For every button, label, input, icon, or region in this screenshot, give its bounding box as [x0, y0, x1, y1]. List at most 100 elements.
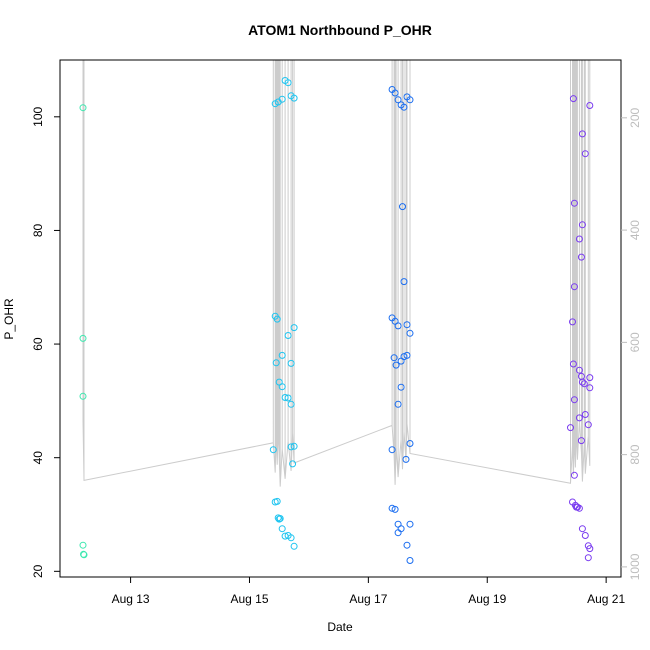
- data-point: [569, 95, 577, 103]
- secondary-y-tick-label: 600: [628, 332, 642, 352]
- data-point: [578, 221, 586, 229]
- data-point: [403, 351, 411, 359]
- y-tick-label: 40: [31, 451, 45, 465]
- data-point: [394, 96, 402, 104]
- x-tick-label: Aug 17: [349, 592, 387, 606]
- data-point: [269, 446, 277, 454]
- y-axis: 20 40 60 80 100: [31, 106, 60, 578]
- data-point: [575, 414, 583, 422]
- data-point: [586, 102, 594, 109]
- data-point: [290, 442, 298, 450]
- data-point: [290, 324, 298, 332]
- data-point: [584, 421, 592, 429]
- data-point: [284, 394, 292, 402]
- data-point: [79, 104, 87, 112]
- y-tick-label: 80: [31, 223, 45, 237]
- data-point: [406, 520, 414, 528]
- data-point: [80, 551, 88, 559]
- data-point: [406, 329, 414, 337]
- data-point: [586, 374, 594, 382]
- secondary-y-tick-label: 400: [628, 220, 642, 240]
- secondary-y-tick-label: 200: [628, 107, 642, 127]
- data-point: [388, 446, 396, 454]
- data-point: [394, 529, 402, 537]
- data-point: [577, 437, 585, 445]
- data-point: [391, 89, 399, 97]
- y-axis-label: P_OHR: [2, 298, 16, 340]
- data-point: [570, 199, 578, 207]
- data-point: [406, 557, 414, 564]
- data-point: [581, 532, 589, 539]
- data-point: [400, 278, 408, 286]
- x-tick-label: Aug 19: [468, 592, 506, 606]
- data-point: [570, 471, 578, 479]
- secondary-y-tick-label: 800: [628, 444, 642, 464]
- data-point: [399, 203, 406, 211]
- data-point: [273, 315, 281, 323]
- data-point: [390, 354, 398, 362]
- secondary-y-axis: 200 400 600 800 1000: [621, 107, 642, 580]
- data-point: [392, 361, 400, 369]
- data-point: [391, 505, 399, 513]
- data-point: [278, 525, 286, 533]
- data-point: [586, 545, 594, 553]
- data-point: [281, 394, 289, 401]
- profile-lines: [82, 60, 591, 487]
- data-point: [578, 525, 586, 533]
- data-point: [402, 455, 410, 463]
- plot-frame: [59, 59, 622, 578]
- chart-title: ATOM1 Northbound P_OHR: [248, 22, 432, 38]
- data-point: [287, 359, 295, 367]
- data-point: [397, 383, 405, 391]
- data-point: [569, 360, 577, 368]
- x-tick-label: Aug 13: [112, 592, 150, 606]
- x-axis-label: Date: [327, 620, 353, 634]
- data-point: [287, 400, 295, 408]
- data-point: [406, 96, 414, 104]
- data-point: [287, 443, 295, 451]
- data-point: [567, 424, 574, 432]
- data-point: [394, 322, 402, 330]
- data-point: [403, 541, 411, 549]
- data-point: [278, 351, 286, 359]
- y-tick-label: 20: [31, 564, 45, 578]
- data-point: [278, 383, 286, 391]
- data-point: [569, 318, 576, 326]
- data-point: [581, 150, 589, 158]
- data-point: [577, 253, 585, 261]
- data-point: [290, 94, 298, 102]
- data-point: [570, 283, 578, 291]
- data-point: [403, 321, 411, 329]
- data-point: [575, 366, 583, 374]
- y-tick-label: 100: [31, 106, 45, 126]
- data-point: [394, 400, 402, 408]
- data-point: [284, 332, 292, 339]
- data-point: [388, 504, 396, 512]
- data-point: [273, 497, 281, 505]
- data-point: [570, 396, 578, 404]
- data-point: [580, 380, 588, 388]
- data-point: [290, 542, 298, 550]
- data-point: [284, 79, 292, 87]
- data-point: [287, 534, 295, 542]
- data-point: [276, 515, 284, 522]
- data-point: [278, 95, 286, 103]
- data-point: [406, 440, 414, 447]
- data-point: [581, 411, 589, 418]
- data-point: [79, 392, 87, 400]
- x-tick-label: Aug 15: [230, 592, 268, 606]
- data-point: [575, 235, 583, 243]
- x-axis: Aug 13 Aug 15 Aug 17 Aug 19 Aug 21: [112, 577, 625, 606]
- data-point: [584, 554, 592, 562]
- data-point: [578, 378, 586, 386]
- data-point: [586, 384, 594, 392]
- data-point: [79, 334, 87, 342]
- data-point: [79, 541, 87, 549]
- data-point: [575, 504, 583, 512]
- data-point: [289, 460, 297, 468]
- data-point: [578, 130, 586, 138]
- data-point: [272, 359, 280, 367]
- x-tick-label: Aug 21: [587, 592, 625, 606]
